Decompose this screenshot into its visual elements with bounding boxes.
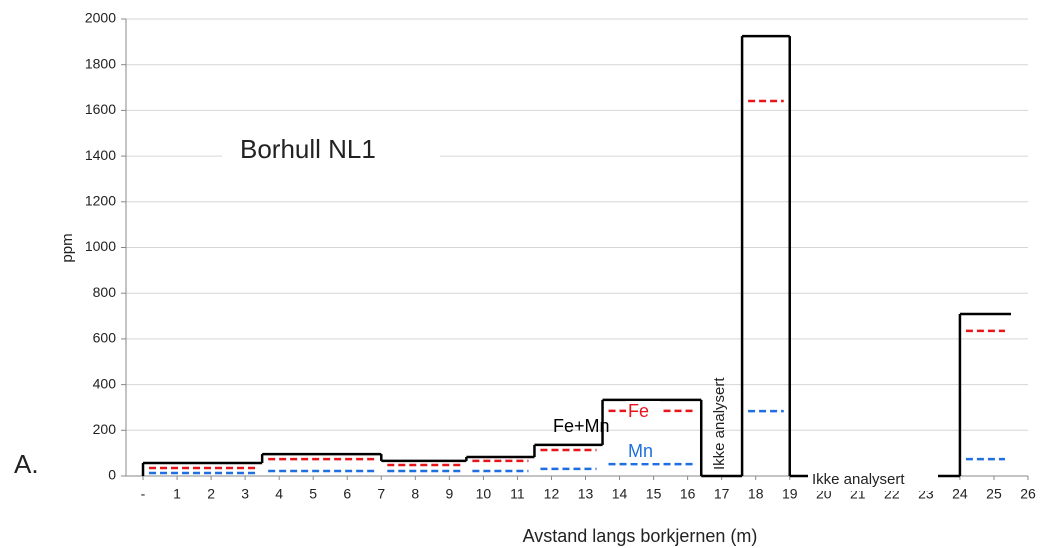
x-tick-label: 8 xyxy=(411,486,419,502)
x-tick-label: 9 xyxy=(445,486,453,502)
series-label: Fe+Mn xyxy=(553,416,610,436)
y-tick-label: 0 xyxy=(108,467,116,483)
y-tick-label: 1800 xyxy=(85,55,116,71)
y-tick-label: 1200 xyxy=(85,193,116,209)
x-tick-label: 24 xyxy=(952,486,968,502)
x-tick-label: 13 xyxy=(578,486,594,502)
series-label: Mn xyxy=(628,441,653,461)
y-tick-label: 600 xyxy=(93,330,117,346)
x-tick-label: 7 xyxy=(377,486,385,502)
x-tick-label: 5 xyxy=(309,486,317,502)
y-tick-label: 2000 xyxy=(85,10,116,26)
y-tick-label: 1400 xyxy=(85,147,116,163)
x-tick-label: 17 xyxy=(714,486,730,502)
y-tick-label: 1000 xyxy=(85,238,116,254)
x-tick-label: 6 xyxy=(343,486,351,502)
label-background xyxy=(626,441,660,463)
x-tick-label: 3 xyxy=(241,486,249,502)
x-tick-label: 18 xyxy=(748,486,764,502)
annotation: Ikke analysert xyxy=(711,377,728,470)
x-tick-label: 19 xyxy=(782,486,798,502)
y-tick-label: 200 xyxy=(93,421,117,437)
x-tick-label: 16 xyxy=(680,486,696,502)
x-tick-label: 14 xyxy=(612,486,628,502)
x-tick-label: 11 xyxy=(510,486,525,502)
x-axis-label: Avstand langs borkjernen (m) xyxy=(523,526,758,546)
x-tick-label: 15 xyxy=(646,486,662,502)
x-tick-label: 4 xyxy=(275,486,283,502)
x-tick-label: 26 xyxy=(1020,486,1036,502)
y-tick-label: 1600 xyxy=(85,101,116,117)
y-tick-label: 400 xyxy=(93,375,117,391)
x-tick-label: 1 xyxy=(173,486,181,502)
chart-title: Borhull NL1 xyxy=(240,134,376,164)
panel-label: A. xyxy=(14,449,39,479)
series-label: Fe xyxy=(628,401,649,421)
annotation: Ikke analysert xyxy=(812,471,905,488)
x-tick-label: 10 xyxy=(476,486,492,502)
title-background xyxy=(222,128,440,172)
x-tick-label: 25 xyxy=(986,486,1002,502)
annotation-background xyxy=(808,469,938,491)
x-tick-label: 12 xyxy=(544,486,560,502)
label-background xyxy=(626,401,660,423)
y-axis-label: ppm xyxy=(59,233,76,262)
x-tick-label: - xyxy=(141,486,146,502)
x-tick-label: 2 xyxy=(207,486,215,502)
y-tick-label: 800 xyxy=(93,284,117,300)
